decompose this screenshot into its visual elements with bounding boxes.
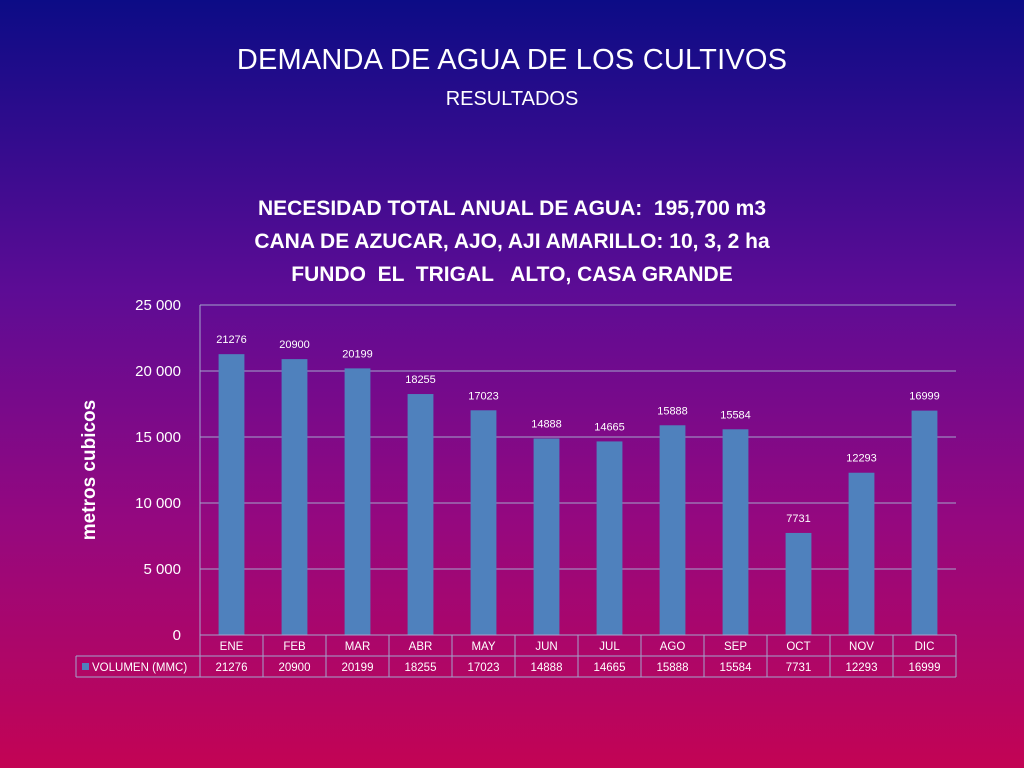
- chart-title-line-3: FUNDO EL TRIGAL ALTO, CASA GRANDE: [291, 263, 733, 286]
- slide-title: DEMANDA DE AGUA DE LOS CULTIVOS: [236, 44, 788, 76]
- table-value-cell: 14665: [594, 662, 626, 674]
- bar: [785, 532, 812, 635]
- table-value-cell: 12293: [846, 662, 878, 674]
- y-tick-label: 0: [173, 627, 181, 644]
- bar: [659, 425, 686, 635]
- x-tick-label: AGO: [660, 641, 686, 653]
- x-tick-label: ENE: [220, 641, 244, 653]
- table-value-cell: 14888: [531, 662, 563, 674]
- table-value-cell: 15888: [657, 662, 689, 674]
- bar-data-label: 21276: [216, 334, 247, 346]
- bar-data-label: 17023: [468, 390, 499, 402]
- x-tick-label: JUN: [535, 641, 557, 653]
- bar-data-label: 14665: [594, 421, 625, 433]
- x-tick-label: SEP: [724, 641, 747, 653]
- bar-data-label: 7731: [786, 513, 810, 525]
- legend-key: [82, 663, 89, 670]
- bar: [344, 368, 371, 635]
- x-tick-label: JUL: [599, 641, 620, 653]
- bar-data-label: 15888: [657, 405, 688, 417]
- bar: [722, 429, 749, 635]
- grid-lines: [199, 304, 956, 635]
- slide-subtitle: RESULTADOS: [445, 88, 579, 110]
- series-name: VOLUMEN (MMC): [92, 662, 187, 674]
- table-value-cell: 20900: [279, 662, 311, 674]
- bar-data-label: 14888: [531, 418, 562, 430]
- table-value-cell: 18255: [405, 662, 437, 674]
- table-value-cell: 7731: [786, 662, 812, 674]
- y-tick-label: 10 000: [135, 495, 181, 512]
- x-tick-label: MAR: [345, 641, 371, 653]
- bar: [281, 359, 308, 635]
- bar: [218, 354, 245, 635]
- bar-data-label: 12293: [846, 453, 877, 465]
- bars: 21276 20900 20199 18255 17023 14888 14665 15888…: [216, 334, 940, 635]
- y-tick-label: 15 000: [135, 429, 181, 446]
- chart-title-line-2: CANA DE AZUCAR, AJO, AJI AMARILLO: 10, 3…: [254, 230, 770, 253]
- data-table: ENE 21276 FEB 20900 MAR 20199 ABR 18255 MAY 17023…: [75, 634, 957, 678]
- bar-data-label: 16999: [909, 391, 940, 403]
- y-tick-label: 20 000: [135, 363, 181, 380]
- y-axis-label: metros cubicos: [79, 400, 100, 540]
- bar: [470, 410, 497, 635]
- table-value-cell: 16999: [909, 662, 941, 674]
- table-value-cell: 20199: [342, 662, 374, 674]
- bar: [407, 394, 434, 635]
- bar-data-label: 20900: [279, 339, 310, 351]
- bar: [848, 472, 875, 635]
- x-tick-label: DIC: [915, 641, 935, 653]
- table-value-cell: 21276: [216, 662, 248, 674]
- x-tick-label: OCT: [786, 641, 810, 653]
- bar-data-label: 15584: [720, 409, 751, 421]
- y-tick-label: 5 000: [143, 561, 181, 578]
- table-value-cell: 17023: [468, 662, 500, 674]
- x-tick-label: FEB: [283, 641, 306, 653]
- bar: [596, 441, 623, 635]
- x-tick-label: NOV: [849, 641, 874, 653]
- bar-data-label: 18255: [405, 374, 436, 386]
- bar: [911, 410, 938, 635]
- x-tick-label: ABR: [409, 641, 433, 653]
- y-tick-label: 25 000: [135, 297, 181, 314]
- bar-data-label: 20199: [342, 348, 373, 360]
- bar: [533, 438, 560, 635]
- chart-title: NECESIDAD TOTAL ANUAL DE AGUA: 195,700 m…: [0, 192, 1024, 291]
- chart-title-line-1: NECESIDAD TOTAL ANUAL DE AGUA: 195,700 m…: [258, 197, 766, 220]
- table-value-cell: 15584: [720, 662, 753, 674]
- y-axis-ticks: 0 5 000 10 000 15 000 20 000 25 000: [135, 297, 181, 644]
- x-tick-label: MAY: [471, 641, 495, 653]
